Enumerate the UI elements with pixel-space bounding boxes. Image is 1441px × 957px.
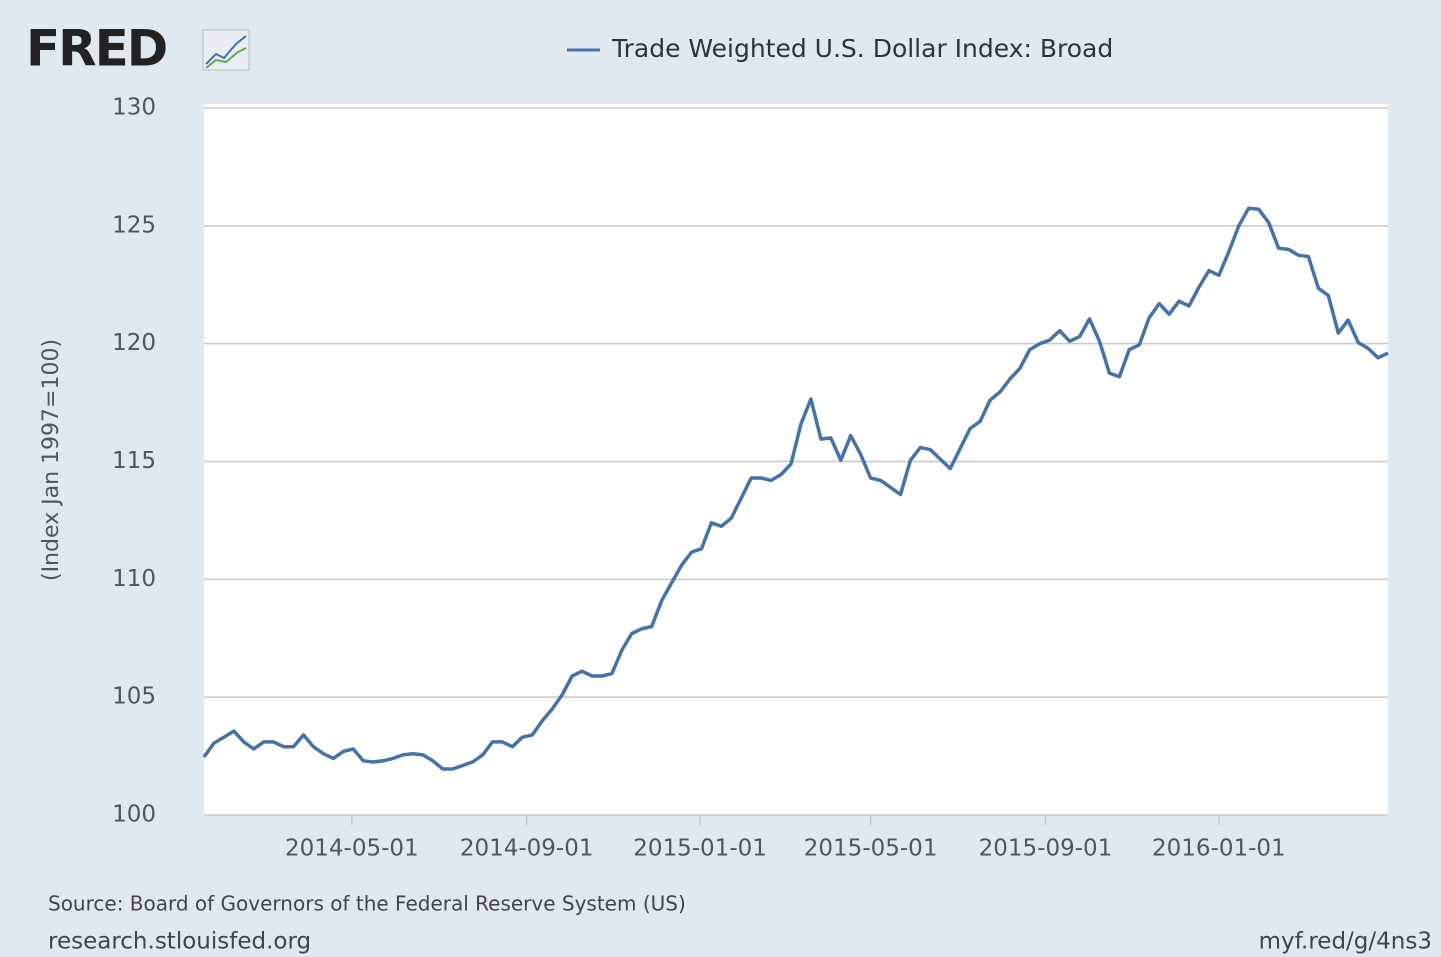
legend-label: Trade Weighted U.S. Dollar Index: Broad — [611, 34, 1113, 63]
x-tick-label: 2014-09-01 — [460, 836, 594, 862]
footer-left: research.stlouisfed.org — [48, 929, 311, 955]
y-tick-label: 130 — [112, 95, 156, 121]
logo-icon — [202, 29, 250, 71]
x-tick-label: 2015-05-01 — [804, 836, 938, 862]
footer-right: myf.red/g/4ns3 — [1259, 929, 1432, 955]
x-tick-label: 2014-05-01 — [285, 836, 419, 862]
x-tick-label: 2015-09-01 — [979, 836, 1113, 862]
logo: FRED — [26, 20, 166, 78]
y-tick-label: 120 — [112, 330, 156, 356]
y-axis-label: (Index Jan 1997=100) — [39, 339, 64, 581]
y-tick-label: 100 — [112, 802, 156, 828]
y-tick-label: 105 — [112, 684, 156, 710]
data-line — [202, 206, 1389, 771]
x-tick-label: 2016-01-01 — [1152, 836, 1286, 862]
y-tick-label: 110 — [112, 566, 156, 592]
plot-area — [204, 104, 1388, 815]
source: Source: Board of Governors of the Federa… — [48, 892, 686, 916]
y-tick-label: 125 — [112, 212, 156, 238]
y-tick-label: 115 — [112, 448, 156, 474]
x-tick-label: 2015-01-01 — [633, 836, 767, 862]
